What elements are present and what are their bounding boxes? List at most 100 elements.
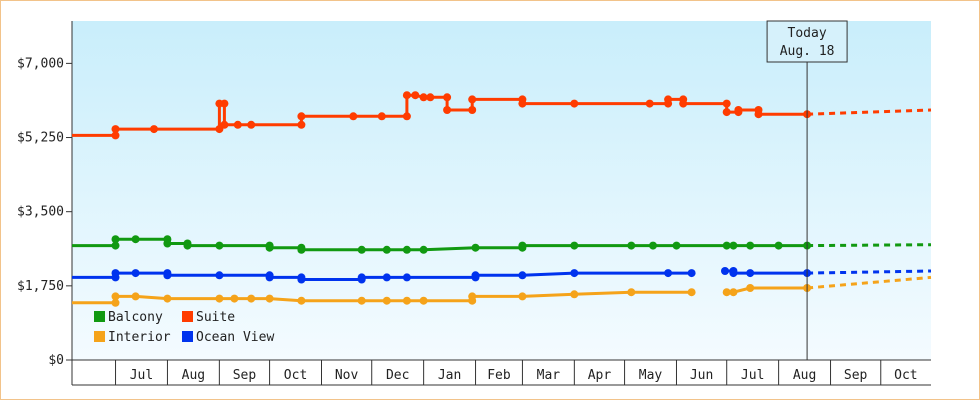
data-point-ocean-view [729,269,738,278]
data-point-suite [426,93,435,102]
today-marker: Today Aug. 18 [766,20,848,360]
x-axis: Jul Aug Sep Oct Nov Dec Jan Feb Mar Apr May Jun Jul A… [72,359,931,386]
data-point-interior [230,294,239,303]
data-point-interior [419,296,428,305]
y-tick-label: $0 [48,353,64,368]
data-point-ocean-view [357,273,366,282]
x-tick-label: Oct [284,368,307,383]
data-point-suite [220,120,229,129]
series-layer [72,91,932,307]
data-point-suite [150,125,158,134]
data-point-balcony [265,243,274,252]
data-point-balcony [111,235,120,244]
x-tick-label: Sep [844,368,868,383]
legend-label-balcony: Balcony [108,310,163,325]
x-tick-label: Sep [233,368,257,383]
data-point-interior [468,292,477,301]
data-point-ocean-view [746,269,755,278]
data-point-interior [131,292,140,301]
data-point-ocean-view [402,273,411,282]
x-tick-label: Jul [130,368,153,383]
data-point-suite [754,110,763,119]
data-point-interior [215,294,224,303]
x-tick-label: Dec [386,368,409,383]
data-point-balcony [471,243,480,252]
x-tick-label: Jun [690,368,713,383]
data-point-balcony [163,239,172,248]
data-point-ocean-view [664,269,673,278]
data-point-interior [627,288,636,297]
legend-swatch-interior [94,331,105,342]
data-point-balcony [183,241,192,250]
legend-swatch-suite [182,311,193,322]
data-point-ocean-view [111,269,120,278]
data-point-ocean-view [297,275,306,284]
forecast-line-interior [806,275,932,290]
data-point-interior [722,288,731,297]
data-point-interior [518,292,527,301]
data-point-suite [419,93,428,102]
data-point-suite [645,99,654,108]
data-point-interior [357,296,366,305]
data-point-suite [220,99,229,108]
data-point-interior [111,292,120,301]
data-point-balcony [131,235,140,244]
forecast-line-balcony [807,243,932,248]
legend: Balcony Suite Interior Ocean View [94,310,274,345]
data-point-balcony [774,241,783,250]
data-point-suite [247,120,256,129]
data-point-balcony [357,245,366,254]
y-tick-label: $1,750 [17,279,64,294]
legend-swatch-balcony [94,311,105,322]
data-point-balcony [672,241,681,250]
data-point-balcony [518,241,527,250]
data-point-ocean-view [215,271,224,280]
data-point-interior [163,294,172,303]
data-point-interior [247,294,256,303]
data-point-interior [297,296,306,305]
data-point-suite [468,106,477,114]
x-tick-label: Nov [335,368,359,383]
y-axis: $0 $1,750 $3,500 $5,250 $7,000 [17,21,73,385]
data-point-balcony [570,241,579,250]
data-point-balcony [382,245,391,254]
data-point-ocean-view [471,271,480,280]
data-point-balcony [722,241,731,250]
x-tick-label: Aug [182,368,205,383]
data-point-suite [349,112,358,121]
series-line-interior [72,290,692,305]
data-point-suite [468,95,477,104]
x-tick-label: Oct [894,368,917,383]
data-point-suite [402,112,411,121]
today-label: Today [788,26,827,41]
data-point-interior [111,298,120,307]
data-point-suite [734,106,743,114]
data-point-balcony [297,245,306,254]
x-tick-label: Jul [741,368,764,383]
data-point-balcony [419,245,428,254]
today-date: Aug. 18 [780,44,835,59]
data-point-interior [687,288,696,297]
data-point-suite [443,93,452,102]
data-point-balcony [627,241,636,250]
data-point-ocean-view [131,269,140,278]
x-tick-label: Mar [537,368,561,383]
data-point-balcony [111,241,120,250]
data-point-ocean-view [721,267,729,275]
data-point-ocean-view [687,269,696,278]
data-point-interior [265,294,274,303]
data-point-suite [233,120,242,129]
y-tick-label: $5,250 [17,131,64,146]
forecast-line-suite [807,108,932,116]
plot-background [72,21,931,360]
legend-label-suite: Suite [196,310,235,325]
x-tick-label: May [639,368,663,383]
legend-swatch-ocean-view [182,331,193,342]
data-point-suite [722,99,731,108]
data-point-suite [402,91,411,100]
data-point-ocean-view [265,273,274,282]
x-tick-label: Aug [793,368,816,383]
x-tick-label: Jan [438,368,461,383]
